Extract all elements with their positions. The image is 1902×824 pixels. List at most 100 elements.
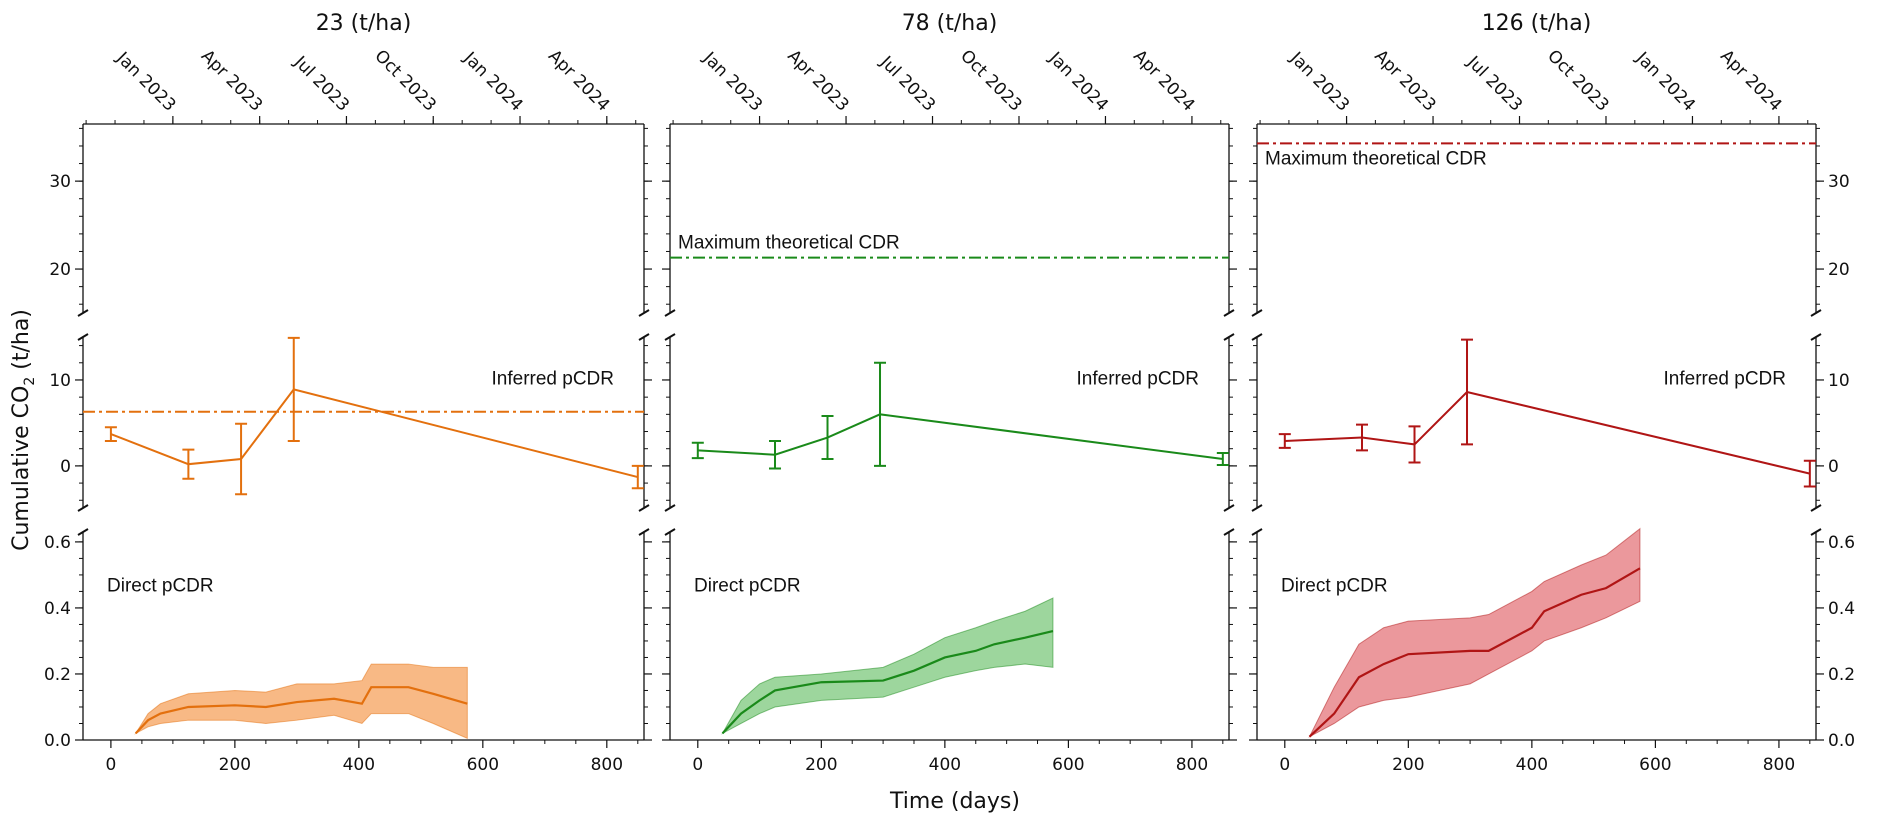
x-tick-label: 600	[1052, 755, 1084, 775]
x-axis-label: Time (days)	[889, 789, 1020, 814]
direct-label: Direct pCDR	[107, 575, 214, 596]
panel-title: 126 (t/ha)	[1482, 11, 1592, 36]
inferred-line	[110, 388, 639, 479]
inferred-error-bar	[104, 426, 117, 442]
axis-break-mark	[1251, 528, 1263, 536]
axis-break-mark	[638, 333, 650, 341]
inferred-error-bar	[769, 439, 782, 470]
inferred-error-bar	[287, 336, 300, 442]
direct-label: Direct pCDR	[694, 575, 801, 596]
panel-2: 78 (t/ha) Jan 2023 Apr 2023 Jul 2023 Oct 202…	[662, 11, 1237, 775]
top-tick-label: Jul 2023	[875, 52, 939, 116]
x-tick-label: 800	[1763, 755, 1795, 775]
axis-break-mark	[1223, 309, 1235, 317]
x-tick-label: 400	[929, 755, 961, 775]
inferred-error-bar	[1408, 425, 1421, 464]
direct-label: Direct pCDR	[1281, 575, 1388, 596]
inferred-error-bar	[235, 422, 248, 496]
y-tick-label: 0.0	[1828, 731, 1855, 751]
axis-break-mark	[1810, 309, 1822, 317]
top-tick-label: Jan 2024	[1044, 48, 1112, 116]
max-cdr-label: Maximum theoretical CDR	[678, 233, 900, 254]
axis-break-mark	[1251, 309, 1263, 317]
y-tick-label: 20	[49, 260, 71, 280]
axis-break-mark	[77, 309, 89, 317]
y-tick-label: 0.6	[1828, 533, 1855, 553]
axis-break-mark	[638, 504, 650, 512]
y-tick-label: 0.6	[44, 533, 71, 553]
inferred-line	[1284, 390, 1811, 475]
panel-title: 23 (t/ha)	[316, 11, 412, 36]
x-tick-label: 200	[805, 755, 837, 775]
y-tick-label: 10	[49, 371, 71, 391]
max-cdr-label: Maximum theoretical CDR	[1265, 148, 1487, 169]
panel-1: 23 (t/ha) Jan 2023 Apr 2023 Jul 2023 Oct 202…	[44, 11, 652, 775]
inferred-error-bar	[1216, 452, 1229, 467]
top-tick-label: Apr 2023	[783, 46, 852, 115]
inferred-error-bar	[182, 448, 195, 480]
x-tick-label: 600	[467, 755, 499, 775]
axis-break-mark	[1223, 504, 1235, 512]
axis-break-mark	[1251, 504, 1263, 512]
top-tick-label: Jan 2023	[1285, 48, 1353, 116]
y-axis-label-unit: (t/ha)	[9, 309, 34, 377]
inferred-error-bar	[1461, 338, 1474, 446]
y-tick-label: 10	[1828, 371, 1850, 391]
y-tick-label: 0	[1828, 457, 1839, 477]
y-tick-label: 0.2	[44, 665, 71, 685]
inferred-error-bar	[631, 464, 644, 490]
inferred-error-bar	[874, 361, 887, 467]
x-tick-label: 400	[343, 755, 375, 775]
direct-mean-line	[134, 686, 468, 735]
axis-break-mark	[638, 309, 650, 317]
inferred-label: Inferred pCDR	[1664, 368, 1787, 389]
x-tick-label: 200	[219, 755, 251, 775]
y-tick-label: 0	[60, 457, 71, 477]
x-tick-label: 800	[591, 755, 623, 775]
top-tick-label: Jan 2024	[1631, 48, 1699, 116]
x-tick-label: 800	[1176, 755, 1208, 775]
axis-break-mark	[1223, 528, 1235, 536]
top-tick-label: Jan 2024	[459, 48, 527, 116]
top-tick-label: Oct 2023	[1543, 46, 1612, 115]
axis-break-mark	[77, 528, 89, 536]
axis-break-mark	[1251, 333, 1263, 341]
axis-break-mark	[77, 504, 89, 512]
inferred-label: Inferred pCDR	[492, 368, 615, 389]
axis-break-mark	[664, 333, 676, 341]
x-tick-label: 600	[1639, 755, 1671, 775]
inferred-label: Inferred pCDR	[1077, 368, 1200, 389]
x-tick-label: 0	[692, 755, 703, 775]
inferred-error-bar	[691, 441, 704, 460]
axis-break-mark	[638, 528, 650, 536]
axis-break-mark	[1223, 333, 1235, 341]
axis-break-mark	[664, 309, 676, 317]
direct-mean-line	[721, 629, 1054, 735]
direct-mean-line	[1308, 567, 1641, 738]
top-tick-label: Jan 2023	[112, 48, 180, 116]
y-axis-label: Cumulative CO2 (t/ha)	[9, 309, 38, 551]
top-tick-label: Apr 2024	[1716, 46, 1785, 115]
inferred-line	[697, 413, 1223, 461]
axis-break-mark	[1810, 333, 1822, 341]
y-axis-label-main: Cumulative CO	[9, 386, 34, 551]
top-tick-label: Oct 2023	[371, 46, 440, 115]
axis-break-mark	[1810, 504, 1822, 512]
inferred-error-bar	[1803, 459, 1816, 488]
y-tick-label: 0.2	[1828, 665, 1855, 685]
x-tick-label: 0	[105, 755, 116, 775]
panel-3: 126 (t/ha) Jan 2023 Apr 2023 Jul 2023 Oct 20…	[1249, 11, 1855, 775]
inferred-error-bar	[821, 415, 834, 461]
y-axis-label-subscript: 2	[22, 377, 38, 386]
y-tick-label: 20	[1828, 260, 1850, 280]
inferred-error-bar	[1278, 433, 1291, 449]
y-tick-label: 30	[1828, 172, 1850, 192]
y-tick-label: 30	[49, 172, 71, 192]
top-tick-label: Jul 2023	[1462, 52, 1526, 116]
x-tick-label: 0	[1279, 755, 1290, 775]
axis-break-mark	[664, 504, 676, 512]
direct-uncertainty-band	[721, 597, 1054, 735]
top-tick-label: Apr 2024	[544, 46, 613, 115]
x-tick-label: 400	[1516, 755, 1548, 775]
